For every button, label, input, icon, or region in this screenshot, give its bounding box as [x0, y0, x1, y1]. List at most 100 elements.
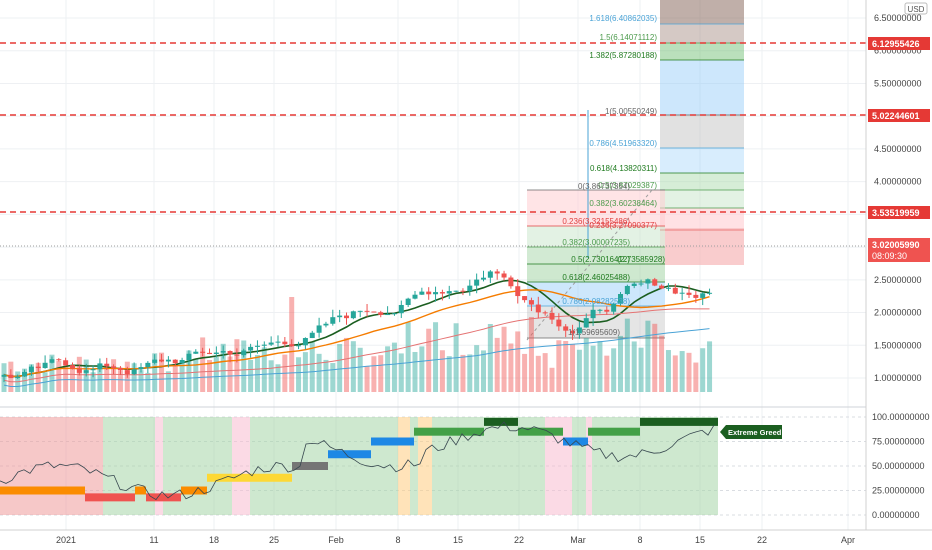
volume-bar	[104, 368, 110, 392]
volume-bar	[241, 340, 247, 392]
fib-zone	[527, 264, 665, 282]
volume-bar	[344, 337, 349, 392]
volume-bar	[556, 340, 562, 392]
candle-body	[624, 285, 630, 295]
fibonacci-zones	[526, 0, 744, 341]
fear-greed-pane	[0, 417, 718, 515]
time-axis[interactable]: 2021 11 18 25 Feb 8 15 22 Mar 8 15 22 Apr	[0, 529, 932, 545]
price-axis[interactable]: USD	[865, 0, 932, 550]
sentiment-step	[588, 427, 640, 436]
sentiment-step	[207, 473, 292, 482]
candle-body	[76, 368, 82, 373]
volume-bar	[172, 364, 178, 392]
candle-body	[501, 273, 507, 278]
candle-body	[481, 277, 486, 280]
sentiment-band	[572, 417, 586, 515]
candle-body	[227, 350, 233, 355]
fib-zone	[660, 230, 744, 265]
candle-body	[90, 369, 96, 371]
candle-body	[364, 310, 370, 312]
volume-bar	[494, 337, 500, 392]
fib-zone	[660, 190, 744, 208]
volume-bar	[117, 370, 123, 392]
candle-body	[22, 371, 28, 377]
volume-bar	[693, 362, 699, 392]
candle-body	[590, 309, 596, 319]
volume-bar	[337, 344, 343, 392]
sentiment-band	[232, 417, 250, 515]
candle-body	[494, 271, 500, 274]
volume-bar	[679, 351, 685, 392]
volume-bar	[515, 331, 521, 392]
volume-bar	[700, 348, 706, 392]
volume-bar	[131, 363, 137, 392]
volume-bar	[207, 360, 212, 392]
candlestick-series[interactable]	[1, 269, 713, 383]
candle-body	[172, 359, 178, 364]
time-tick-label: 22	[514, 535, 524, 545]
fib-lower-label: 0.786(2.08282538)	[562, 297, 630, 306]
volume-bar	[542, 353, 548, 392]
sentiment-step	[0, 486, 85, 495]
volume-bar	[597, 341, 603, 392]
candle-body	[474, 279, 480, 286]
candle-body	[542, 312, 548, 314]
candle-body	[289, 344, 295, 347]
volume-bar	[330, 363, 336, 392]
volume-bar	[213, 357, 219, 392]
candle-body	[700, 293, 706, 298]
volume-bar	[364, 366, 370, 392]
volume-bar	[611, 348, 617, 392]
candle-body	[248, 346, 254, 351]
volume-bar	[439, 350, 445, 392]
candle-body	[28, 366, 34, 372]
candle-body	[426, 291, 432, 295]
candle-body	[405, 298, 411, 305]
volume-bar	[309, 341, 315, 392]
indicator-tick-labels: 100.00000000 75.00000000 50.00000000 25.000…	[872, 412, 930, 520]
sentiment-band	[155, 417, 163, 515]
volume-bar	[576, 349, 582, 392]
volume-bar	[90, 372, 96, 392]
candle-body	[179, 359, 185, 364]
indicator-tick-label: 50.00000000	[872, 461, 925, 471]
fib-upper-label: 0.618(4.13820311)	[590, 164, 657, 173]
volume-bar	[563, 340, 569, 392]
candle-body	[597, 309, 603, 311]
volume-bar	[460, 354, 466, 392]
sentiment-step	[640, 417, 718, 426]
volume-bar	[474, 345, 480, 392]
candle-body	[207, 352, 212, 355]
sentiment-step	[292, 462, 328, 470]
candle-body	[261, 344, 267, 346]
candle-body	[186, 353, 192, 360]
volume-bar	[652, 323, 658, 392]
candle-body	[309, 332, 315, 339]
candle-body	[282, 341, 288, 345]
candle-body	[117, 368, 123, 371]
horizontal-levels[interactable]	[0, 42, 866, 247]
volume-bar	[412, 351, 418, 392]
fib-zone	[660, 0, 744, 24]
candle-body	[398, 304, 404, 314]
volume-bar	[56, 361, 62, 392]
fib-zone	[527, 226, 665, 247]
candle-body	[385, 314, 391, 316]
candle-body	[604, 309, 610, 312]
candle-body	[83, 370, 89, 373]
candle-body	[665, 287, 671, 289]
candle-body	[213, 352, 219, 355]
candle-body	[111, 366, 117, 369]
volume-bar	[261, 347, 267, 392]
sentiment-step	[484, 417, 518, 426]
price-tick-label: 2.00000000	[874, 308, 922, 318]
fib-upper-label: 1.382(5.87280188)	[589, 51, 657, 60]
sentiment-step	[181, 486, 207, 495]
candle-body	[693, 294, 699, 298]
fib-upper-label: 0.5(3.87029387)	[598, 181, 657, 190]
candle-body	[556, 319, 562, 327]
candle-body	[330, 317, 336, 324]
fib-upper-label: 0.382(3.60238464)	[589, 199, 657, 208]
price-tick-label: 1.00000000	[874, 373, 922, 383]
